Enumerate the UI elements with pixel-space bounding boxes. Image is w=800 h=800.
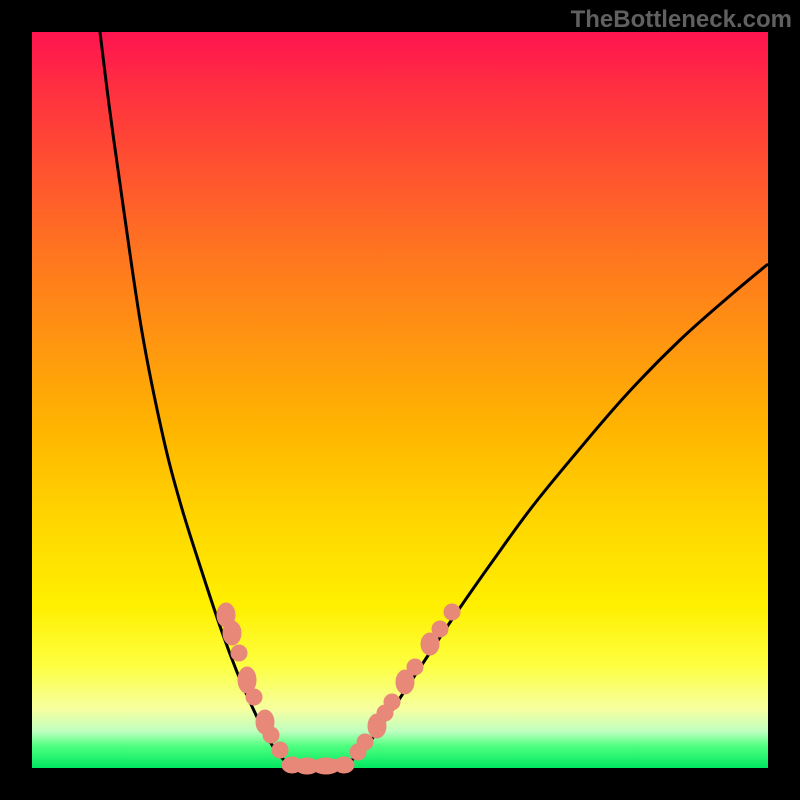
chart-svg-overlay xyxy=(0,0,800,800)
valley-curve xyxy=(100,32,768,767)
bead-marker xyxy=(432,621,448,637)
bead-marker xyxy=(272,742,288,758)
bead-marker xyxy=(334,757,354,773)
bead-marker xyxy=(444,604,460,620)
bead-marker xyxy=(223,621,241,645)
bead-marker xyxy=(263,727,279,743)
bead-group xyxy=(217,603,460,774)
bead-marker xyxy=(246,689,262,705)
bead-marker xyxy=(407,659,423,675)
bead-marker xyxy=(357,734,373,750)
bead-marker xyxy=(231,645,247,661)
chart-frame: TheBottleneck.com xyxy=(0,0,800,800)
bead-marker xyxy=(384,694,400,710)
